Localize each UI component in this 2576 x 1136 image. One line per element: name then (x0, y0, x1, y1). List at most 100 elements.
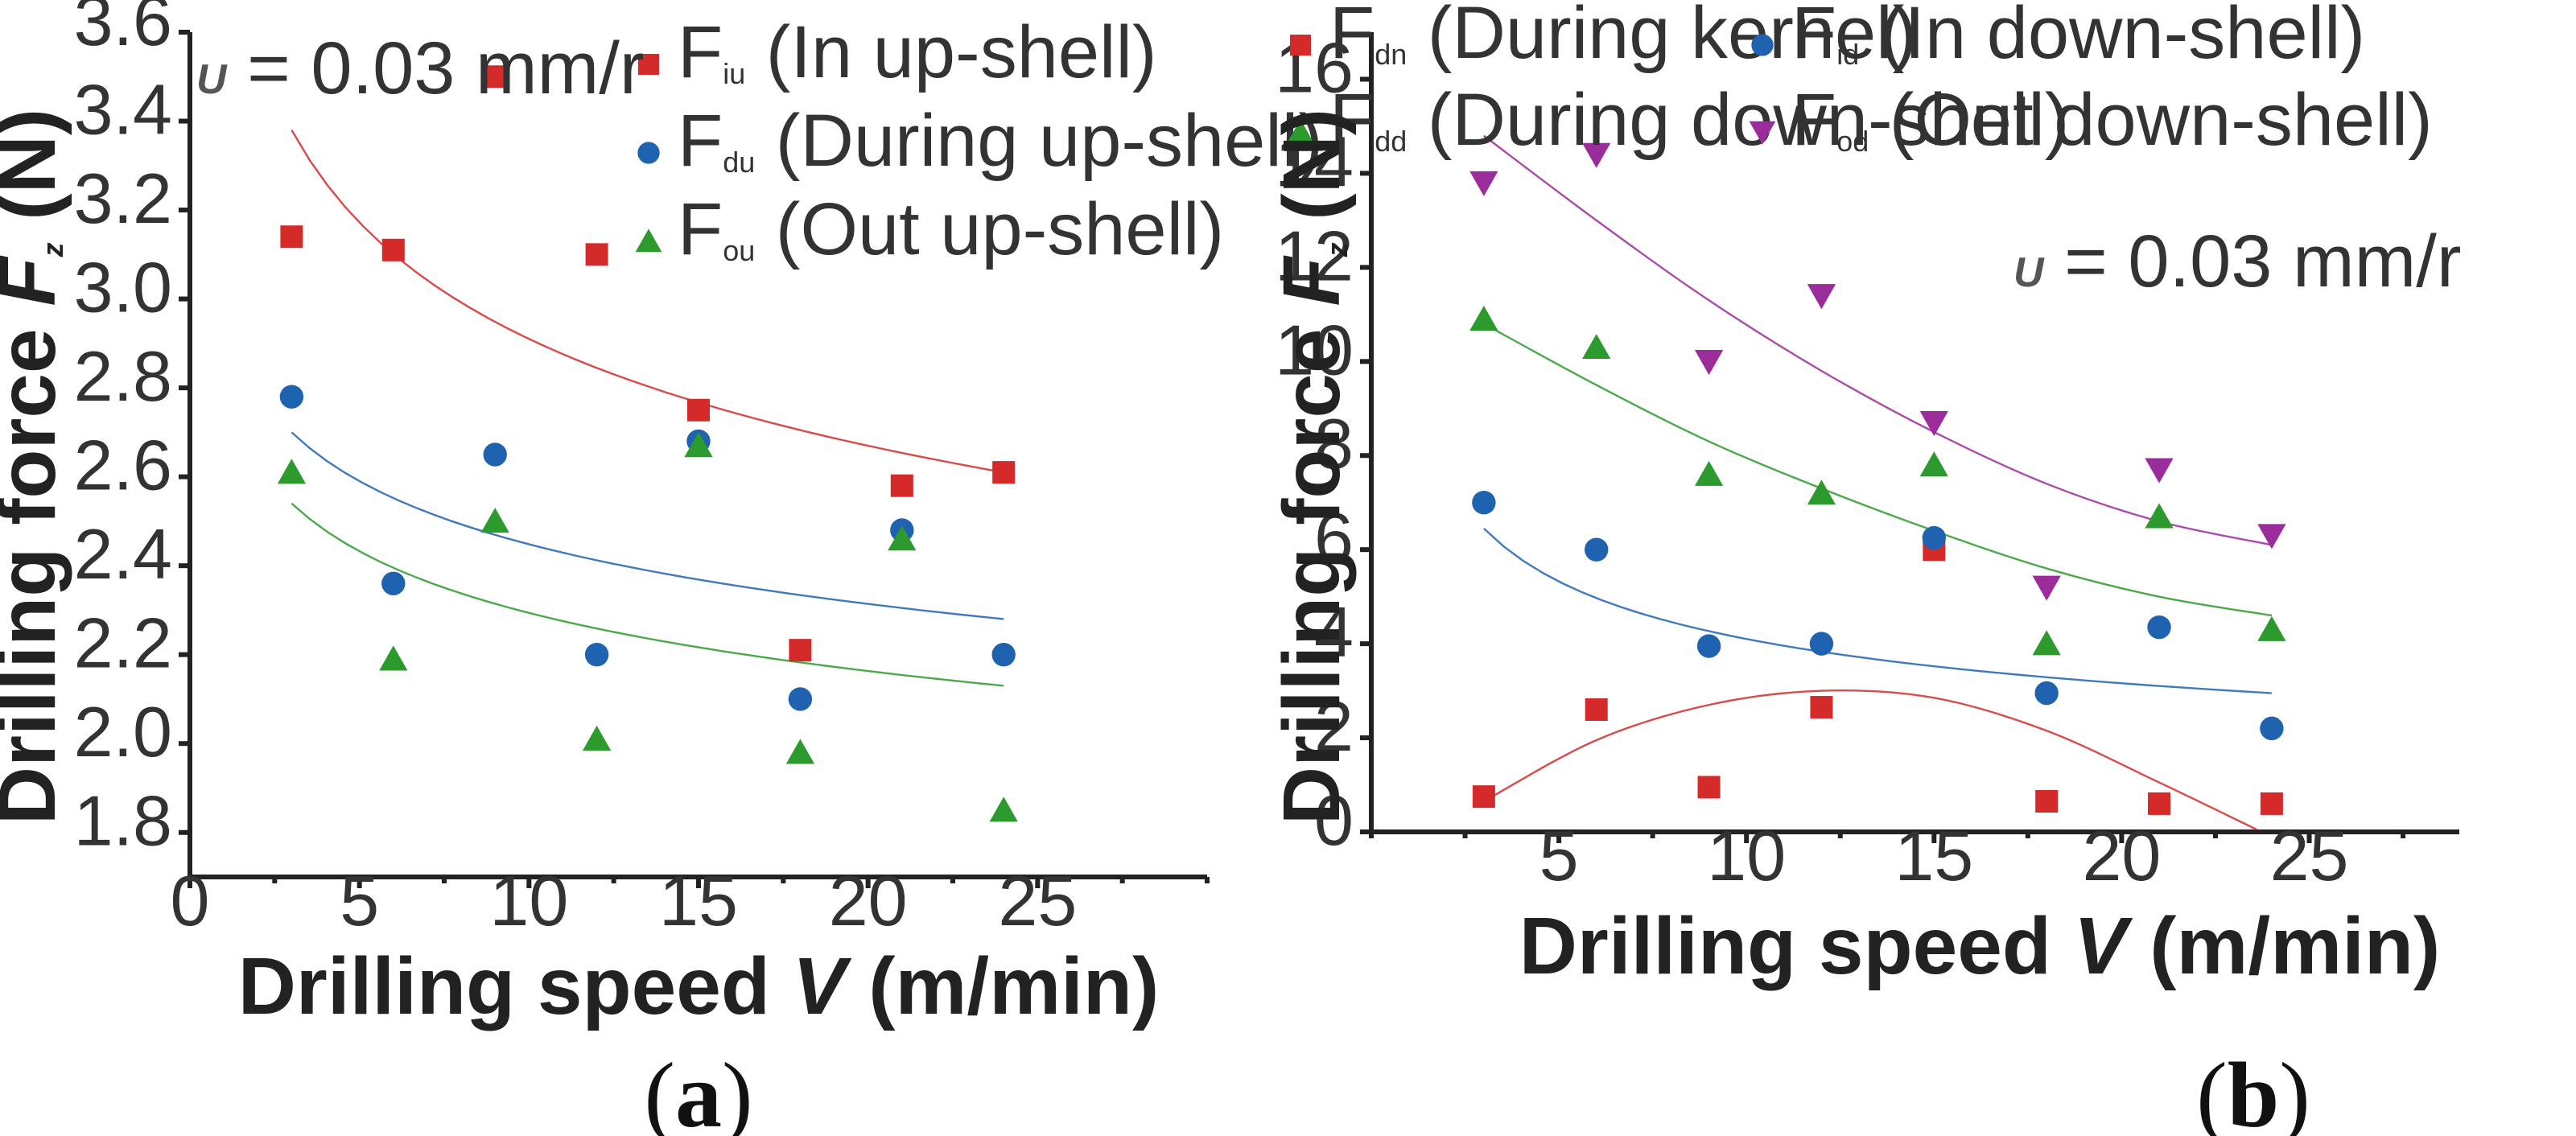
legend-subscript: id (1836, 38, 1859, 71)
panel-a-root: 0 5 10 15 20 25 1.8 2.0 2.2 2.4 2.6 2.8 3.0 3.23.4 3.6… (0, 0, 1323, 1136)
data-point-ou (684, 432, 713, 458)
feed-annotation-variable: U (2013, 249, 2045, 296)
data-point-ou (480, 508, 509, 533)
x-tick-label: 0 (171, 861, 210, 940)
x-axis-title: Drilling speed V (m/min) (1519, 901, 2441, 991)
legend-marker-du (637, 142, 660, 164)
y-tick-label: 2.6 (74, 426, 172, 505)
data-point-id (2147, 615, 2171, 640)
axes: 0 5 10 15 20 25 1.8 2.0 2.2 2.4 2.6 2.8 3.0 3.23.4 3.6 (74, 0, 1210, 940)
legend-marker-dd (1287, 119, 1314, 143)
data-point-du (788, 687, 813, 711)
legend-subscript: ou (723, 234, 755, 267)
y-axis-title-subscript: z (36, 242, 69, 257)
fit-curve-dd (1483, 323, 2273, 617)
x-axis-title-text: Drilling speed (238, 941, 793, 1031)
legend-symbol: F (1329, 0, 1375, 74)
legend-marker-id (1751, 34, 1774, 56)
data-point-dd (1469, 305, 1498, 331)
data-point-id (2260, 716, 2284, 741)
legend-marker-ou (635, 228, 662, 253)
data-point-dd (2145, 503, 2174, 529)
legend-label-od: Fod (Out down-shell) (1791, 79, 2433, 161)
x-axis-title-text: Drilling speed (1519, 901, 2074, 991)
data-point-id (1585, 537, 1609, 562)
data-point-od (1807, 284, 1836, 310)
data-point-od (1582, 142, 1611, 168)
y-axis-title-unit: (N) (1267, 109, 1357, 243)
x-tick-label: 10 (489, 861, 568, 940)
y-axis-title-subscript: z (1321, 242, 1354, 257)
y-tick-label: 2.8 (74, 336, 172, 416)
legend-symbol: F (678, 100, 723, 182)
data-point-id (2034, 681, 2059, 706)
data-point-od (2257, 524, 2286, 549)
data-point-iu (280, 225, 303, 249)
legend-symbol: F (678, 188, 723, 270)
fit-curve-du (291, 431, 1004, 620)
y-tick-label: 16 (1275, 27, 1354, 107)
data-point-od (2145, 458, 2174, 484)
data-point-iu (484, 65, 507, 88)
data-point-iu (890, 474, 913, 497)
data-point-od (1919, 411, 1948, 437)
y-tick-label: 8 (1314, 404, 1354, 484)
axes: 5 10 15 20 25 0 2 4 6 8 10 12 14 16 (1275, 27, 2459, 895)
legend-label-dn: Fdn (During kernel) (1329, 0, 1917, 74)
legend-label-iu: Fiu (In up-shell) (678, 11, 1157, 93)
x-tick-label: 20 (2082, 816, 2161, 895)
data-point-id (1696, 634, 1721, 658)
data-point-id (1809, 632, 1834, 656)
data-point-id (1922, 525, 1947, 550)
fit-curve-ou (291, 502, 1004, 687)
y-axis-title: Drilling force Fz (N) (0, 109, 72, 825)
x-axis-title: Drilling speed V (m/min) (238, 941, 1160, 1031)
legend-description: (In up-shell) (745, 11, 1156, 93)
legend-symbol: F (678, 11, 723, 93)
legend-description: (Out up-shell) (755, 188, 1224, 270)
data-point-ou (277, 459, 307, 484)
data-point-dd (1582, 333, 1611, 360)
fit-curves (1483, 134, 2273, 831)
x-axis-title-variable: V (793, 941, 852, 1031)
y-tick-label: 6 (1314, 498, 1354, 578)
data-point-du (279, 385, 304, 409)
caption-close: ) (722, 1044, 753, 1136)
legend-label-dd: Fdd (During down-shell) (1329, 79, 2069, 161)
y-tick-label: 14 (1275, 121, 1354, 201)
legend-symbol: F (1791, 79, 1836, 161)
legend-description: (During kernel) (1407, 0, 1917, 74)
legend-description: (In down-shell) (1859, 0, 2365, 74)
data-point-iu (585, 243, 608, 266)
legend-description: (During up-shell) (755, 100, 1323, 182)
y-tick-label: 2 (1314, 686, 1354, 766)
data-point-dd (2257, 615, 2286, 641)
data-point-dn (1697, 776, 1721, 799)
y-tick-label: 12 (1275, 216, 1354, 295)
y-axis-title-unit: (N) (0, 109, 72, 243)
feed-annotation-value: = 0.03 mm/r (2044, 220, 2462, 303)
data-point-du (483, 442, 507, 467)
x-tick-label: 25 (998, 861, 1077, 940)
data-point-dn (1810, 696, 1833, 719)
x-tick-label: 10 (1707, 816, 1786, 895)
y-tick-label: 2.0 (74, 692, 172, 772)
legend-description: (During down-shell) (1407, 79, 2069, 161)
y-tick-label: 4 (1314, 592, 1354, 672)
data-point-du (584, 642, 609, 667)
data-point-dd (1919, 451, 1948, 477)
legend-marker-dn (1290, 35, 1311, 56)
y-tick-label: 0 (1314, 780, 1354, 860)
x-tick-label: 5 (340, 861, 379, 940)
y-axis-title-text: Drilling force (1267, 307, 1357, 825)
y-tick-label: 3.0 (74, 248, 172, 327)
legend-label-du: Fdu (During up-shell) (678, 100, 1323, 182)
x-tick-label: 15 (659, 861, 738, 940)
caption-b: (b) (2196, 1044, 2310, 1136)
fit-curves (291, 129, 1004, 687)
data-point-id (1472, 491, 1496, 515)
x-axis-title-unit: (m/min) (2127, 901, 2440, 991)
data-point-du (381, 571, 406, 595)
y-axis-title-text: Drilling force (0, 307, 72, 825)
